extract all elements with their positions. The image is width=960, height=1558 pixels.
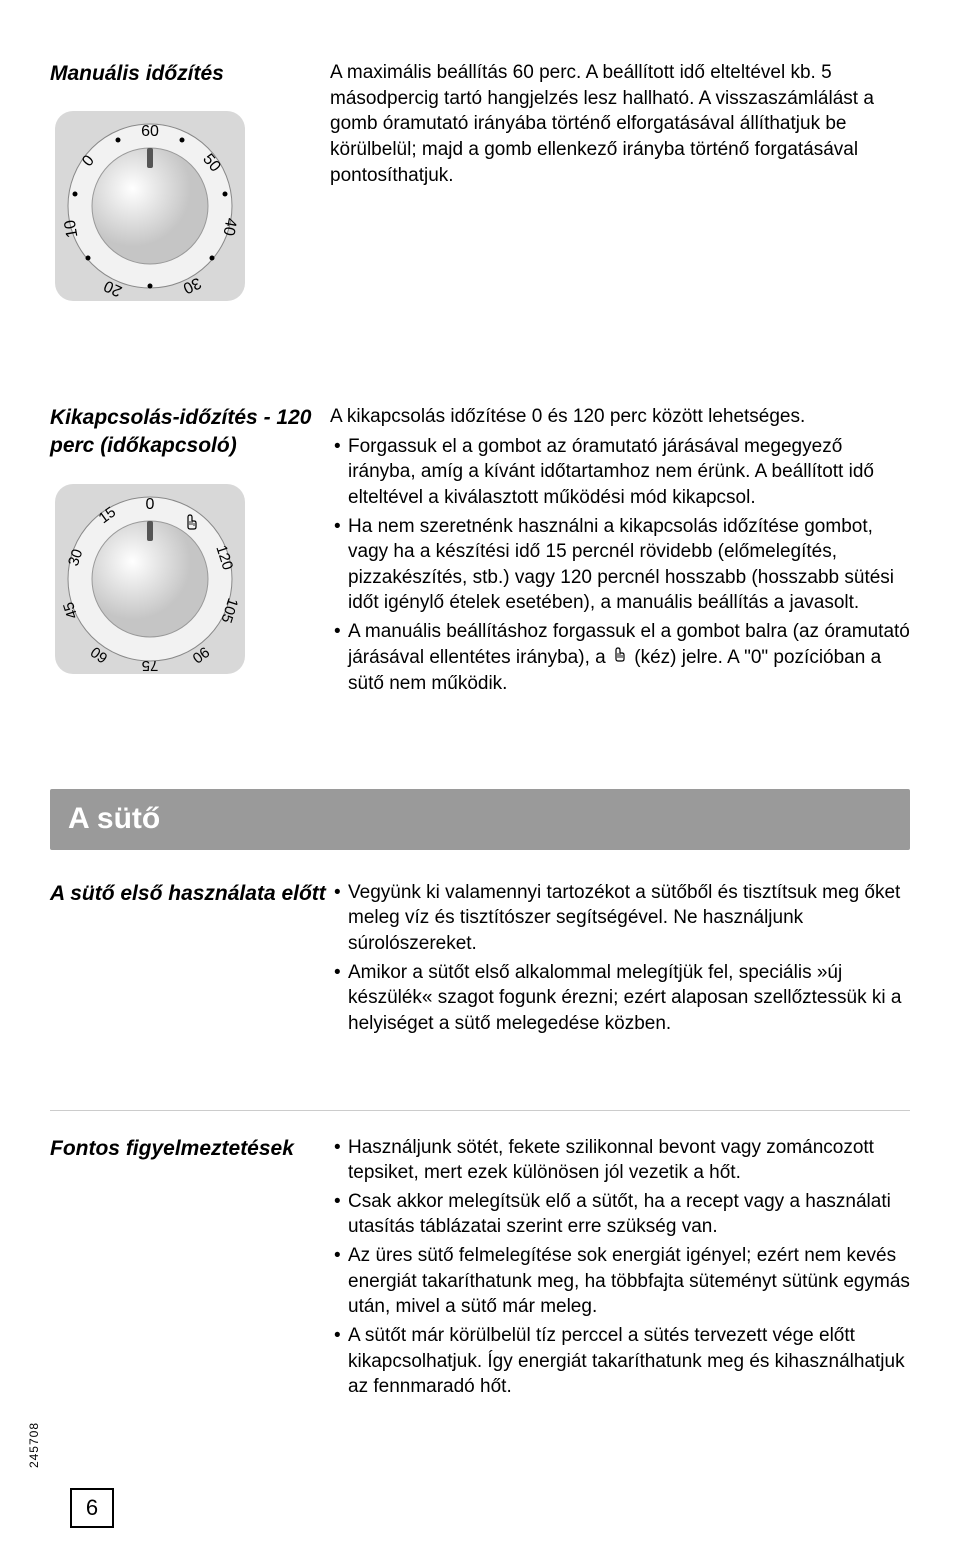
right-column: A kikapcsolás időzítése 0 és 120 perc kö… xyxy=(330,404,910,699)
section-heading: A sütő első használata előtt xyxy=(50,880,330,908)
svg-text:40: 40 xyxy=(219,217,239,238)
bullet-item: Vegyünk ki valamennyi tartozékot a sütőb… xyxy=(330,880,910,957)
right-column: Használjunk sötét, fekete szilikonnal be… xyxy=(330,1135,910,1403)
dial-60-icon: 60 50 40 30 20 10 0 xyxy=(50,106,250,306)
intro-text: A kikapcsolás időzítése 0 és 120 perc kö… xyxy=(330,404,910,430)
section-heading: Fontos figyelmeztetések xyxy=(50,1135,330,1163)
timer-dial-120: 0 120 105 90 75 60 45 30 15 xyxy=(50,479,330,687)
left-column: A sütő első használata előtt xyxy=(50,880,330,1040)
left-column: Manuális időzítés 60 50 40 30 xyxy=(50,60,330,314)
right-column: Vegyünk ki valamennyi tartozékot a sütőb… xyxy=(330,880,910,1040)
bullet-list: Forgassuk el a gombot az óramutató járás… xyxy=(330,434,910,697)
bullet-item: A manuális beállításhoz forgassuk el a g… xyxy=(330,619,910,696)
bullet-item: Használjunk sötét, fekete szilikonnal be… xyxy=(330,1135,910,1186)
left-column: Fontos figyelmeztetések xyxy=(50,1135,330,1403)
bullet-item: Az üres sütő felmelegítése sok energiát … xyxy=(330,1243,910,1320)
hand-icon xyxy=(611,645,629,671)
bullet-item: A sütőt már körülbelül tíz perccel a süt… xyxy=(330,1323,910,1400)
side-code: 245708 xyxy=(26,1422,42,1468)
bullet-list: Használjunk sötét, fekete szilikonnal be… xyxy=(330,1135,910,1400)
section-first-use: A sütő első használata előtt Vegyünk ki … xyxy=(50,880,910,1040)
bullet-list: Vegyünk ki valamennyi tartozékot a sütőb… xyxy=(330,880,910,1037)
bullet-item: Ha nem szeretnénk használni a kikapcsolá… xyxy=(330,514,910,617)
section-warnings: Fontos figyelmeztetések Használjunk söté… xyxy=(50,1110,910,1403)
bullet-item: Forgassuk el a gombot az óramutató járás… xyxy=(330,434,910,511)
section-banner: A sütő xyxy=(50,789,910,850)
page-number: 6 xyxy=(70,1488,114,1528)
bullet-item: Csak akkor melegítsük elő a sütőt, ha a … xyxy=(330,1189,910,1240)
svg-text:60: 60 xyxy=(141,123,159,140)
svg-text:75: 75 xyxy=(142,657,159,674)
svg-text:0: 0 xyxy=(146,496,155,513)
dial-120-icon: 0 120 105 90 75 60 45 30 15 xyxy=(50,479,250,679)
right-column: A maximális beállítás 60 perc. A beállít… xyxy=(330,60,910,314)
body-paragraph: A maximális beállítás 60 perc. A beállít… xyxy=(330,60,910,188)
bullet-item: Amikor a sütőt első alkalommal melegítjü… xyxy=(330,960,910,1037)
section-heading: Manuális időzítés xyxy=(50,60,330,88)
section-heading: Kikapcsolás-időzítés - 120 perc (időkapc… xyxy=(50,404,330,461)
svg-text:10: 10 xyxy=(62,219,82,240)
timer-dial-60: 60 50 40 30 20 10 0 xyxy=(50,106,330,314)
section-manual-timer: Manuális időzítés 60 50 40 30 xyxy=(50,60,910,314)
left-column: Kikapcsolás-időzítés - 120 perc (időkapc… xyxy=(50,404,330,699)
section-shutoff-timer: Kikapcsolás-időzítés - 120 perc (időkapc… xyxy=(50,404,910,699)
